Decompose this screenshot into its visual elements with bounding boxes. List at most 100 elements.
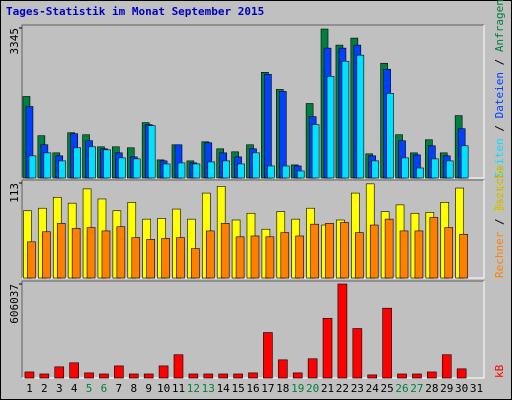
- x-tick-label: 2: [41, 382, 48, 395]
- bar: [73, 147, 81, 179]
- bar: [341, 60, 350, 179]
- y-tick-label: 113: [8, 183, 21, 203]
- legend-label: Dateien: [493, 72, 506, 118]
- x-tick-label: 20: [306, 382, 319, 395]
- bar: [441, 354, 452, 379]
- bar: [326, 76, 335, 179]
- bar: [56, 223, 66, 279]
- bar: [310, 223, 319, 279]
- bar: [88, 146, 96, 179]
- bar: [101, 230, 111, 279]
- bar: [143, 373, 154, 379]
- bar: [158, 365, 169, 379]
- bar: [222, 160, 230, 179]
- legend-separator: /: [493, 59, 506, 66]
- x-tick-label: 19: [291, 382, 304, 395]
- bar: [128, 373, 139, 379]
- x-tick-label: 7: [116, 382, 123, 395]
- bar: [252, 152, 260, 179]
- bar: [427, 371, 437, 379]
- bar: [54, 366, 65, 379]
- x-tick-label: 9: [145, 382, 152, 395]
- bar: [445, 160, 454, 179]
- bar: [307, 358, 318, 379]
- bar: [42, 231, 51, 279]
- bar: [444, 227, 454, 279]
- bar: [132, 158, 141, 179]
- bar: [99, 373, 109, 379]
- bar: [280, 232, 290, 279]
- x-tick-label: 22: [336, 382, 349, 395]
- bar: [416, 167, 424, 179]
- x-tick-label: 4: [71, 382, 78, 395]
- bar: [248, 372, 258, 379]
- x-tick-label: 30: [455, 382, 468, 395]
- bar: [162, 163, 171, 179]
- legend: Rechner / Besuche: [493, 165, 506, 278]
- bar: [456, 368, 467, 379]
- bar: [86, 227, 96, 279]
- bar: [161, 238, 170, 279]
- bar: [279, 91, 287, 179]
- bar: [188, 373, 199, 379]
- bar: [103, 149, 111, 179]
- x-tick-label: 26: [395, 382, 408, 395]
- bar: [233, 373, 243, 379]
- x-tick-label: 5: [86, 382, 93, 395]
- legend-label: Seiten: [493, 138, 506, 178]
- bar: [118, 157, 126, 179]
- bar: [177, 162, 186, 179]
- bar: [71, 228, 81, 279]
- bar: [397, 373, 407, 379]
- x-tick-label: 11: [172, 382, 185, 395]
- x-tick-label: 25: [381, 382, 394, 395]
- bar: [412, 373, 422, 379]
- panel-border: [21, 24, 484, 178]
- x-tick-label: 23: [351, 382, 364, 395]
- bar: [460, 145, 469, 179]
- bar: [176, 237, 185, 279]
- legend-separator: /: [493, 125, 506, 132]
- bar: [369, 224, 379, 279]
- legend-separator: /: [493, 218, 506, 225]
- bar: [173, 354, 184, 379]
- bar: [431, 158, 439, 179]
- bar: [355, 232, 364, 279]
- bar: [371, 160, 380, 179]
- bar: [43, 152, 52, 179]
- bar: [24, 371, 35, 379]
- bar: [311, 124, 320, 179]
- legend-label: Besuche: [493, 165, 506, 211]
- bar: [235, 236, 245, 279]
- bar: [340, 222, 349, 279]
- bar: [296, 170, 305, 179]
- bar: [322, 317, 333, 379]
- bar: [203, 373, 214, 379]
- x-tick-label: 31: [470, 382, 483, 395]
- bar: [39, 373, 50, 379]
- bar: [28, 155, 37, 179]
- x-tick-label: 13: [202, 382, 215, 395]
- x-tick-label: 10: [157, 382, 170, 395]
- x-tick-label: 18: [276, 382, 289, 395]
- legend-label: Rechner: [493, 231, 506, 278]
- bar: [250, 235, 260, 279]
- x-tick-label: 8: [130, 382, 137, 395]
- x-tick-label: 27: [410, 382, 423, 395]
- legend-label: kB: [493, 364, 506, 378]
- bar: [27, 241, 36, 279]
- x-tick-label: 24: [366, 382, 380, 395]
- bar: [429, 217, 439, 279]
- x-tick-label: 15: [231, 382, 244, 395]
- x-tick-label: 28: [425, 382, 438, 395]
- bar: [205, 230, 215, 279]
- x-tick-label: 16: [246, 382, 259, 395]
- bar: [146, 239, 155, 279]
- bar: [325, 223, 334, 279]
- bar: [401, 157, 409, 179]
- y-tick-label: 606037: [8, 284, 21, 324]
- bar: [131, 237, 141, 279]
- panel-border: [21, 179, 484, 278]
- bar: [386, 93, 394, 179]
- x-tick-label: 3: [56, 382, 63, 395]
